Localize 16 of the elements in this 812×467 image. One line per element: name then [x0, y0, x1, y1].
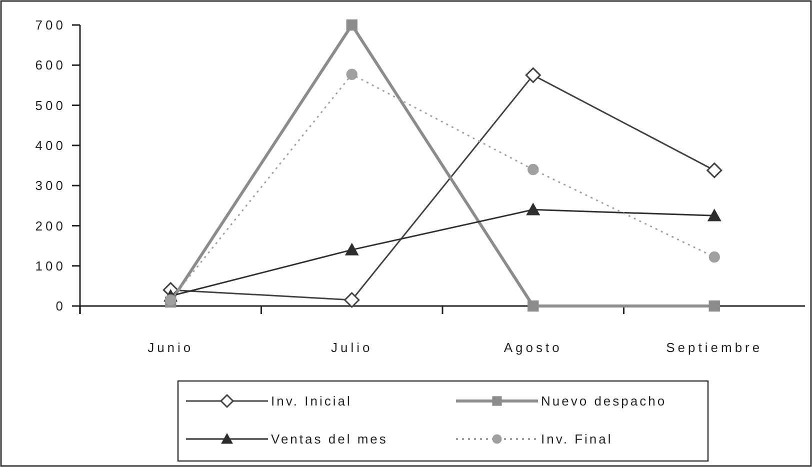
legend-label: Inv. Final [541, 432, 613, 447]
y-tick-label: 600 [35, 58, 66, 73]
y-tick-label: 200 [35, 218, 66, 234]
y-tick-label: 0 [56, 298, 66, 314]
legend-label: Inv. Inicial [271, 394, 352, 409]
legend-label: Ventas del mes [271, 432, 388, 447]
y-tick-label: 700 [35, 18, 66, 33]
x-tick-label: Agosto [504, 340, 562, 355]
x-tick-label: Junio [148, 340, 194, 355]
x-tick-label: Septiembre [666, 340, 763, 355]
y-tick-label: 500 [35, 98, 66, 113]
y-tick-label: 300 [35, 178, 66, 194]
legend-label: Nuevo despacho [541, 394, 667, 409]
y-tick-label: 100 [35, 258, 66, 274]
x-tick-label: Julio [331, 340, 373, 355]
y-tick-label: 400 [35, 138, 66, 153]
